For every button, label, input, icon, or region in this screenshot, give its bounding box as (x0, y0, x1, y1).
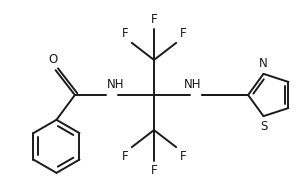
Text: O: O (49, 53, 58, 66)
Text: F: F (180, 150, 186, 163)
Text: F: F (180, 27, 186, 40)
Text: NH: NH (107, 78, 124, 91)
Text: N: N (259, 57, 268, 70)
Text: F: F (122, 150, 128, 163)
Text: F: F (122, 27, 128, 40)
Text: S: S (260, 120, 267, 133)
Text: F: F (151, 164, 157, 177)
Text: F: F (151, 13, 157, 26)
Text: NH: NH (184, 78, 201, 91)
